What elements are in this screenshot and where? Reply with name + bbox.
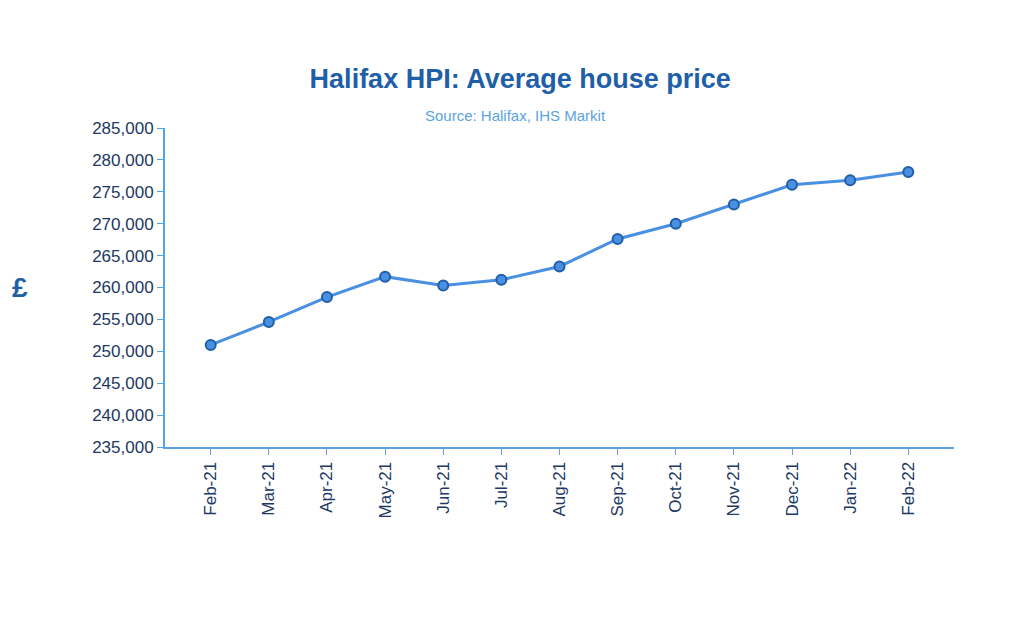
svg-text:Sep-21: Sep-21	[608, 462, 627, 517]
svg-text:260,000: 260,000	[92, 278, 153, 297]
svg-text:255,000: 255,000	[92, 310, 153, 329]
svg-text:285,000: 285,000	[92, 119, 153, 138]
svg-text:Apr-21: Apr-21	[317, 462, 336, 513]
svg-text:275,000: 275,000	[92, 183, 153, 202]
svg-text:280,000: 280,000	[92, 151, 153, 170]
svg-text:Oct-21: Oct-21	[666, 462, 685, 513]
svg-text:Jan-22: Jan-22	[841, 462, 860, 514]
svg-text:Jun-21: Jun-21	[434, 462, 453, 514]
svg-text:Feb-21: Feb-21	[201, 462, 220, 516]
svg-text:May-21: May-21	[376, 462, 395, 519]
svg-text:250,000: 250,000	[92, 342, 153, 361]
svg-text:Dec-21: Dec-21	[783, 462, 802, 517]
svg-text:Jul-21: Jul-21	[492, 462, 511, 508]
svg-text:245,000: 245,000	[92, 374, 153, 393]
svg-text:£: £	[12, 272, 28, 303]
svg-text:Halifax HPI: Average house pri: Halifax HPI: Average house price	[310, 64, 731, 94]
svg-text:265,000: 265,000	[92, 247, 153, 266]
svg-text:Source: Halifax, IHS Markit: Source: Halifax, IHS Markit	[425, 107, 606, 124]
svg-text:235,000: 235,000	[92, 438, 153, 457]
svg-text:Nov-21: Nov-21	[724, 462, 743, 517]
svg-text:Aug-21: Aug-21	[550, 462, 569, 517]
svg-text:Feb-22: Feb-22	[899, 462, 918, 516]
svg-text:Mar-21: Mar-21	[259, 462, 278, 516]
svg-text:270,000: 270,000	[92, 215, 153, 234]
svg-text:240,000: 240,000	[92, 406, 153, 425]
